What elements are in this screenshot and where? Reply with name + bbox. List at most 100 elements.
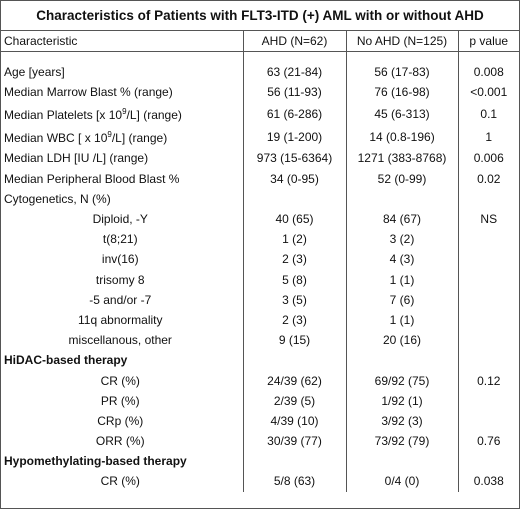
cell-ahd: 30/39 (77) <box>242 431 346 452</box>
row-label: 11q abnormality <box>78 312 163 327</box>
cell-ahd: 9 (15) <box>242 330 346 351</box>
row-label: Median Marrow Blast % (range) <box>4 85 173 100</box>
cell-p-value: 1 <box>457 125 519 149</box>
row-label: Cytogenetics, N (%) <box>4 191 111 206</box>
cell-p-value: 0.02 <box>457 168 519 189</box>
cell-no-ahd: 73/92 (79) <box>345 431 458 452</box>
characteristics-table: Characteristic AHD (N=62) No AHD (N=125)… <box>1 31 519 492</box>
label-superscript: 9 <box>122 107 127 117</box>
header-characteristic: Characteristic <box>1 31 243 52</box>
cell-no-ahd: 76 (16-98) <box>345 82 458 103</box>
row-label: Median Platelets [x 109/L] (range) <box>1 102 243 125</box>
cell-ahd: 40 (65) <box>242 208 346 230</box>
cell-p-value: <0.001 <box>457 82 519 103</box>
row-label: CRp (%) <box>97 413 144 428</box>
header-no-ahd: No AHD (N=125) <box>345 31 458 52</box>
cell-ahd: 24/39 (62) <box>242 370 346 391</box>
cell-no-ahd: 84 (67) <box>345 208 458 230</box>
table-row: Median Peripheral Blood Blast % 34 (0-95… <box>1 168 519 189</box>
cell-no-ahd: 4 (3) <box>345 249 458 270</box>
cell-no-ahd: 69/92 (75) <box>345 370 458 391</box>
cell-no-ahd: 0/4 (0) <box>345 471 458 492</box>
cell-ahd: 34 (0-95) <box>242 168 346 189</box>
table-row: Median Platelets [x 109/L] (range) 61 (6… <box>1 102 519 126</box>
label-text: Median WBC [ x 10 <box>4 131 108 146</box>
cell-p-value <box>457 188 519 209</box>
row-label: -5 and/or -7 <box>89 292 152 307</box>
label-superscript: 9 <box>107 130 112 140</box>
cell-p-value: 0.76 <box>457 431 519 452</box>
header-row: Characteristic AHD (N=62) No AHD (N=125)… <box>1 31 519 52</box>
cell-p-value <box>457 390 519 411</box>
cell-p-value <box>457 410 519 431</box>
cell-p-value: 0.12 <box>457 370 519 391</box>
row-label: Diploid, -Y <box>92 212 148 227</box>
cell-p-value: 0.006 <box>457 148 519 169</box>
cell-p-value <box>457 289 519 310</box>
cell-no-ahd: 20 (16) <box>345 330 458 351</box>
section-heading: Hypomethylating-based therapy <box>4 454 187 469</box>
cell-no-ahd: 14 (0.8-196) <box>345 125 458 149</box>
table-row: ORR (%) 30/39 (77) 73/92 (79) 0.76 <box>1 431 519 452</box>
table-row: Diploid, -Y 40 (65) 84 (67) NS <box>1 208 519 230</box>
cell-no-ahd: 1 (1) <box>345 309 458 331</box>
table-row: CRp (%) 4/39 (10) 3/92 (3) <box>1 410 519 431</box>
row-label: PR (%) <box>100 393 140 408</box>
row-label: miscellanous, other <box>68 333 172 348</box>
row-label: ORR (%) <box>95 434 145 449</box>
table-row: inv(16) 2 (3) 4 (3) <box>1 249 519 270</box>
table-row: Median LDH [IU /L] (range) 973 (15-6364)… <box>1 148 519 169</box>
table-row: Cytogenetics, N (%) <box>1 188 519 209</box>
row-label: Median WBC [ x 109/L] (range) <box>1 125 243 148</box>
cell-ahd <box>242 188 346 209</box>
row-label: CR (%) <box>100 474 140 489</box>
table-title: Characteristics of Patients with FLT3-IT… <box>1 1 519 31</box>
row-label: inv(16) <box>101 252 139 267</box>
cell-ahd: 973 (15-6364) <box>242 148 346 169</box>
section-row: HiDAC-based therapy <box>1 350 519 371</box>
label-text: Median Platelets [x 10 <box>4 108 123 123</box>
cell-no-ahd: 7 (6) <box>345 289 458 310</box>
cell-ahd: 2/39 (5) <box>242 390 346 411</box>
table-row: CR (%) 5/8 (63) 0/4 (0) 0.038 <box>1 471 519 492</box>
cell-ahd: 19 (1-200) <box>242 125 346 149</box>
header-p-value: p value <box>457 31 519 52</box>
table-row: Median WBC [ x 109/L] (range) 19 (1-200)… <box>1 125 519 149</box>
table-row: CR (%) 24/39 (62) 69/92 (75) 0.12 <box>1 370 519 391</box>
cell-p-value: 0.1 <box>457 102 519 126</box>
table-row: -5 and/or -7 3 (5) 7 (6) <box>1 289 519 310</box>
cell-p-value <box>457 249 519 270</box>
cell-ahd: 2 (3) <box>242 309 346 331</box>
label-text: /L] (range) <box>111 131 168 146</box>
cell-p-value <box>457 229 519 250</box>
cell-p-value: 0.038 <box>457 471 519 492</box>
cell-no-ahd: 52 (0-99) <box>345 168 458 189</box>
cell-ahd: 2 (3) <box>242 249 346 270</box>
cell-ahd: 4/39 (10) <box>242 410 346 431</box>
table-row: t(8;21) 1 (2) 3 (2) <box>1 229 519 250</box>
cell-no-ahd: 3/92 (3) <box>345 410 458 431</box>
section-row: Hypomethylating-based therapy <box>1 451 519 472</box>
cell-ahd: 3 (5) <box>242 289 346 310</box>
cell-p-value <box>457 309 519 331</box>
cell-ahd: 56 (11-93) <box>242 82 346 103</box>
cell-no-ahd: 45 (6-313) <box>345 102 458 126</box>
label-text: /L] (range) <box>126 108 182 123</box>
table-row: PR (%) 2/39 (5) 1/92 (1) <box>1 390 519 411</box>
cell-ahd: 5 (8) <box>242 269 346 290</box>
row-label: Median Peripheral Blood Blast % <box>4 171 180 186</box>
cell-no-ahd: 3 (2) <box>345 229 458 250</box>
cell-ahd: 1 (2) <box>242 229 346 250</box>
cell-p-value <box>457 269 519 290</box>
header-ahd: AHD (N=62) <box>242 31 346 52</box>
table-row: 11q abnormality 2 (3) 1 (1) <box>1 309 519 331</box>
cell-no-ahd: 1271 (383-8768) <box>345 148 458 169</box>
row-label: Median LDH [IU /L] (range) <box>4 151 149 166</box>
row-label: t(8;21) <box>102 232 138 247</box>
cell-p-value: 0.008 <box>457 62 519 83</box>
section-heading: HiDAC-based therapy <box>4 353 128 368</box>
cell-ahd: 5/8 (63) <box>242 471 346 492</box>
cell-ahd: 63 (21-84) <box>242 62 346 83</box>
table-row: Median Marrow Blast % (range) 56 (11-93)… <box>1 82 519 103</box>
